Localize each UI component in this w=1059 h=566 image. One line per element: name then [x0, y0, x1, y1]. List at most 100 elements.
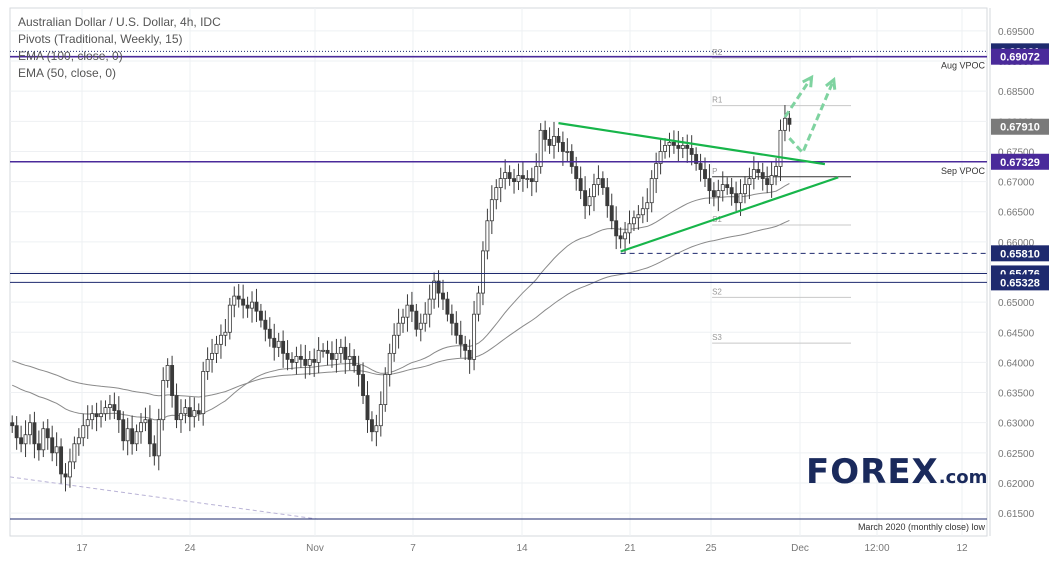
candle-body — [738, 193, 743, 204]
candle-body — [227, 304, 232, 333]
candle-body — [174, 395, 179, 421]
candle-body — [32, 422, 37, 445]
legend-ema50: EMA (50, close, 0) — [18, 66, 117, 80]
candle-body — [14, 425, 19, 439]
candle-body — [458, 334, 463, 345]
candle-body — [121, 419, 126, 442]
legend-ema100: EMA (100, close, 0) — [18, 49, 123, 63]
candle-body — [631, 217, 636, 225]
candle-body — [782, 117, 787, 131]
candle-body — [258, 310, 263, 321]
projection-arrow-1 — [783, 76, 813, 118]
candle-body — [183, 407, 188, 415]
x-tick-label: 12 — [956, 543, 968, 554]
candle-body — [671, 142, 676, 146]
candle-body — [365, 395, 370, 421]
candle-body — [587, 196, 592, 207]
candle-body — [294, 355, 299, 363]
candle-body — [769, 175, 774, 186]
aug-vpoc-label: Aug VPOC — [941, 61, 986, 71]
candle-body — [112, 404, 117, 412]
candle-body — [618, 235, 623, 240]
candle-body — [405, 304, 410, 318]
candle-body — [54, 446, 59, 454]
candle-body — [361, 374, 366, 396]
candle-body — [307, 358, 312, 366]
candle-body — [489, 199, 494, 222]
projection-arrowhead-2 — [825, 76, 837, 90]
legend-pivots: Pivots (Traditional, Weekly, 15) — [18, 32, 183, 46]
candle-body — [67, 461, 72, 478]
candle-body — [414, 310, 419, 330]
candle-body — [512, 178, 516, 182]
candle-body — [23, 434, 28, 445]
candle-body — [347, 355, 352, 360]
candle-body — [214, 343, 219, 354]
candle-body — [729, 187, 734, 195]
candle-body — [63, 473, 68, 478]
candle-body — [658, 151, 663, 164]
candle-body — [454, 322, 459, 336]
candle-body — [654, 163, 659, 179]
pivot-label-s3: S3 — [712, 333, 722, 342]
candle-body — [578, 178, 583, 192]
candle-body — [383, 374, 388, 406]
candle-body — [343, 346, 348, 360]
logo-o: O — [830, 452, 861, 492]
candle-body — [267, 328, 272, 339]
candle-body — [463, 343, 468, 351]
candle-body — [507, 172, 512, 179]
y-tick-label: 0.62500 — [998, 449, 1035, 460]
candle-body — [689, 148, 694, 155]
price-label: 0.67910 — [1000, 122, 1040, 134]
y-tick-label: 0.62000 — [998, 479, 1035, 490]
candle-body — [743, 184, 747, 195]
candle-body — [76, 437, 81, 445]
y-tick-label: 0.66500 — [998, 208, 1035, 219]
projection-arrowhead-1 — [802, 74, 814, 88]
candle-body — [516, 175, 521, 182]
candle-body — [667, 142, 672, 146]
candle-body — [143, 419, 148, 424]
logo-rest: REX — [860, 452, 939, 492]
candle-body — [569, 151, 574, 167]
candle-body — [636, 214, 641, 219]
y-tick-label: 0.68500 — [998, 87, 1035, 98]
candle-body — [552, 135, 556, 146]
candle-body — [152, 443, 157, 457]
y-tick-label: 0.67000 — [998, 178, 1035, 189]
candle-body — [334, 352, 339, 360]
candle-body — [170, 365, 175, 396]
candle-body — [312, 358, 317, 363]
candle-body — [116, 410, 121, 421]
candle-body — [210, 352, 215, 360]
candle-body — [676, 145, 681, 149]
candle-body — [139, 422, 143, 433]
candle-body — [103, 407, 108, 415]
pivot-label-r2: R2 — [712, 48, 723, 57]
candle-body — [218, 334, 223, 345]
candle-body — [627, 223, 632, 234]
x-tick-label: 21 — [624, 543, 636, 554]
candle-body — [125, 428, 130, 442]
candle-body — [401, 316, 405, 324]
price-label-bg — [991, 48, 1049, 65]
candle-body — [596, 178, 601, 186]
candle-body — [481, 250, 485, 294]
candle-body — [698, 163, 703, 170]
candle-body — [134, 431, 139, 445]
candle-body — [605, 187, 610, 207]
logo-com: .com — [938, 467, 988, 488]
x-tick-label: 12:00 — [864, 543, 889, 554]
candle-body — [423, 313, 428, 324]
candle-body — [392, 334, 397, 354]
price-label: 0.65328 — [1000, 277, 1040, 289]
x-tick-label: 25 — [705, 543, 717, 554]
candle-body — [396, 322, 401, 336]
candle-body — [614, 220, 619, 237]
candle-body — [609, 205, 614, 222]
candle-body — [272, 337, 277, 348]
y-tick-label: 0.66000 — [998, 238, 1035, 249]
